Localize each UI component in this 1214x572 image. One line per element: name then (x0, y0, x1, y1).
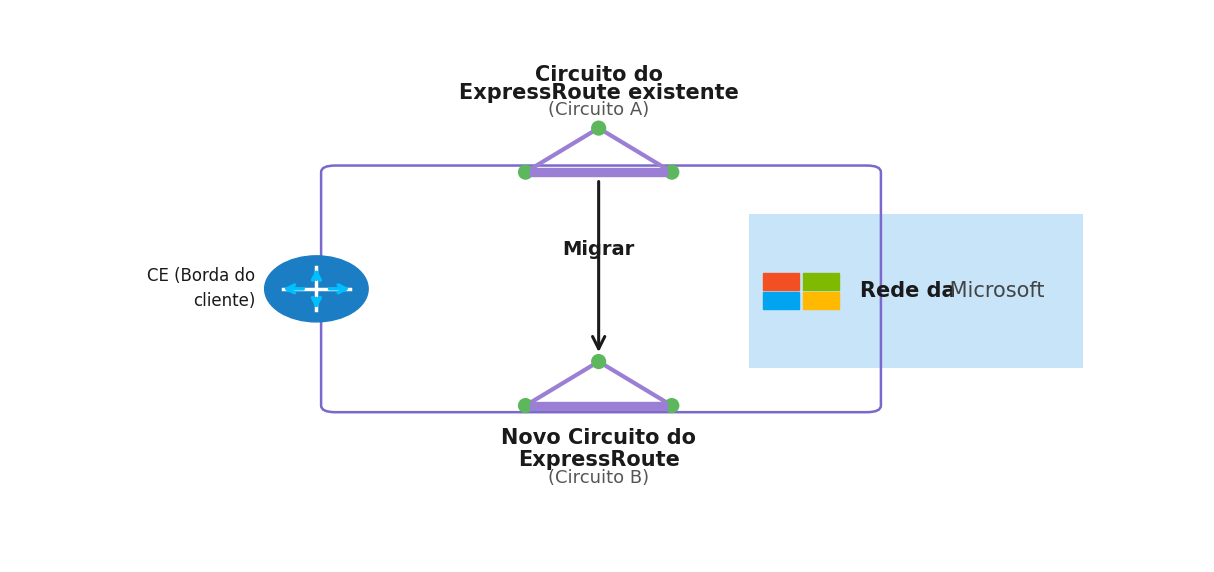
Bar (749, 214, 1083, 368)
Text: Novo Circuito do: Novo Circuito do (501, 428, 696, 448)
Point (589, 124, 608, 133)
Point (516, 168, 535, 177)
Bar (531, 168, 668, 176)
Point (516, 401, 535, 410)
Bar (762, 292, 799, 309)
Text: Rede da: Rede da (860, 281, 955, 301)
Ellipse shape (265, 256, 368, 322)
Bar (804, 292, 839, 309)
Text: CE (Borda do
cliente): CE (Borda do cliente) (147, 267, 255, 311)
Point (662, 168, 681, 177)
Text: ExpressRoute existente: ExpressRoute existente (459, 83, 738, 103)
Point (589, 357, 608, 366)
Text: Migrar: Migrar (562, 240, 635, 259)
Text: Microsoft: Microsoft (942, 281, 1044, 301)
Text: (Circuito A): (Circuito A) (548, 101, 649, 118)
Text: (Circuito B): (Circuito B) (548, 470, 649, 487)
Text: ExpressRoute: ExpressRoute (517, 450, 680, 470)
Bar (762, 273, 799, 290)
Bar (531, 402, 668, 410)
Point (662, 401, 681, 410)
Bar (804, 273, 839, 290)
Text: Circuito do: Circuito do (534, 65, 663, 85)
